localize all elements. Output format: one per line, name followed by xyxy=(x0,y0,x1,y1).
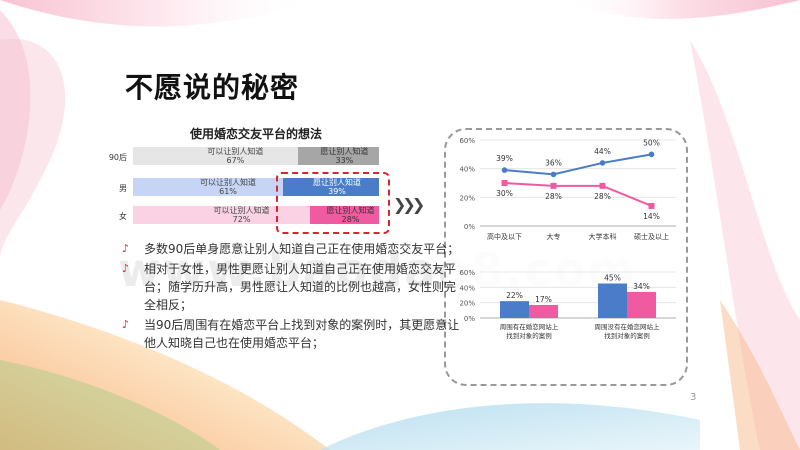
blue-point xyxy=(648,151,655,158)
bullet-text: 多数90后单身愿意让别人知道自己正在使用婚恋交友平台； xyxy=(144,242,460,256)
pink-bar xyxy=(529,304,558,318)
data-label: 28% xyxy=(545,192,562,201)
bullet-list: ♪ 多数90后单身愿意让别人知道自己正在使用婚恋交友平台； ♪ 相对于女性，男性… xyxy=(122,240,462,354)
y-tick-label: 0% xyxy=(464,223,475,231)
data-label: 39% xyxy=(496,154,513,163)
blue-bar xyxy=(598,283,627,318)
bullet-item: ♪ 相对于女性，男性更愿让别人知道自己正在使用婚恋交友平台；随学历升高，男性愿让… xyxy=(122,260,462,314)
bar-right-label: 愿让别人知道 28% xyxy=(326,206,375,224)
blue-bar xyxy=(500,301,529,318)
data-label: 17% xyxy=(535,295,552,304)
music-note-icon: ♪ xyxy=(122,318,130,331)
bar-right-label: 愿让别人知道 33% xyxy=(320,147,369,165)
row-label: 男 xyxy=(119,184,127,193)
pink-series-line xyxy=(504,182,652,207)
x-tick-label: 找到对象的案例 xyxy=(506,331,552,340)
page-number: 3 xyxy=(690,392,697,403)
data-label: 45% xyxy=(604,274,621,283)
bar-left-label: 可以让别人知道 61% xyxy=(200,178,257,196)
blue-point xyxy=(550,171,557,178)
y-tick-label: 20% xyxy=(459,194,475,202)
data-label: 50% xyxy=(643,138,660,147)
bar-right xyxy=(283,178,379,196)
y-tick-label: 0% xyxy=(464,315,475,323)
data-label: 28% xyxy=(594,192,611,201)
row-label: 女 xyxy=(119,212,127,221)
y-tick-label: 40% xyxy=(459,284,475,292)
data-label: 36% xyxy=(545,158,562,167)
data-label: 22% xyxy=(506,291,523,300)
highlight-dashed-box xyxy=(276,172,390,234)
x-tick-label: 大专 xyxy=(547,232,561,241)
data-label: 44% xyxy=(594,147,611,156)
blue-point xyxy=(599,160,606,166)
bullet-item: ♪ 多数90后单身愿意让别人知道自己正在使用婚恋交友平台； xyxy=(122,240,462,258)
bar-left-label: 可以让别人知道 67% xyxy=(207,147,264,165)
y-tick-label: 20% xyxy=(459,300,475,308)
left-chart-title: 使用婚恋交友平台的想法 xyxy=(190,127,323,141)
x-tick-label: 周围没有在婚恋网站上 xyxy=(595,322,661,331)
pink-point xyxy=(501,180,508,186)
music-note-icon: ♪ xyxy=(122,262,130,275)
bar-right xyxy=(310,206,379,224)
bullet-item: ♪ 当90后周围有在婚恋平台上找到对象的案例时，其更愿意让他人知晓自己也在使用婚… xyxy=(122,316,462,352)
y-tick-label: 60% xyxy=(459,269,475,277)
bullet-text: 相对于女性，男性更愿让别人知道自己正在使用婚恋交友平台；随学历升高，男性愿让人知… xyxy=(144,262,457,312)
bar-left-label: 可以让别人知道 72% xyxy=(213,206,270,224)
y-tick-label: 60% xyxy=(459,137,475,145)
bar-right xyxy=(297,147,379,165)
bar-left xyxy=(133,178,284,196)
bar-right-label: 愿让别人知道 39% xyxy=(313,178,362,196)
blue-point xyxy=(501,167,508,173)
pink-point xyxy=(550,182,557,189)
x-tick-label: 周围有在婚恋网站上 xyxy=(500,322,559,331)
case-bar-chart: 0%20%40%60%22% 17%周围有在婚恋网站上找到对象的案例45%34%周… xyxy=(459,269,676,340)
bar-left xyxy=(133,147,298,165)
music-note-icon: ♪ xyxy=(122,242,130,255)
slide-title: 不愿说的秘密 xyxy=(125,71,300,104)
bar-left xyxy=(133,206,311,224)
bullet-text: 当90后周围有在婚恋平台上找到对象的案例时，其更愿意让他人知晓自己也在使用婚恋平… xyxy=(144,318,460,350)
x-tick-label: 高中及以下 xyxy=(487,232,522,241)
x-tick-label: 找到对象的案例 xyxy=(604,331,650,340)
data-label: 34% xyxy=(633,282,650,291)
x-tick-label: 硕士及以上 xyxy=(634,232,669,241)
education-line-chart: 0% 20% 40% 60% 高中及以下 大专 大学本科 硕士及以上 39% 36% 44% 50% 3… xyxy=(459,137,676,241)
data-label: 14% xyxy=(643,212,660,221)
pink-point xyxy=(648,202,655,209)
pink-point xyxy=(599,182,606,189)
y-tick-label: 40% xyxy=(459,166,475,174)
row-label: 90后 xyxy=(108,153,127,162)
blue-series-line xyxy=(504,153,652,176)
pink-bar xyxy=(627,291,656,318)
x-tick-label: 大学本科 xyxy=(589,232,617,241)
data-label: 30% xyxy=(496,189,513,198)
arrow-icon: ❯❯❯ xyxy=(393,195,425,214)
